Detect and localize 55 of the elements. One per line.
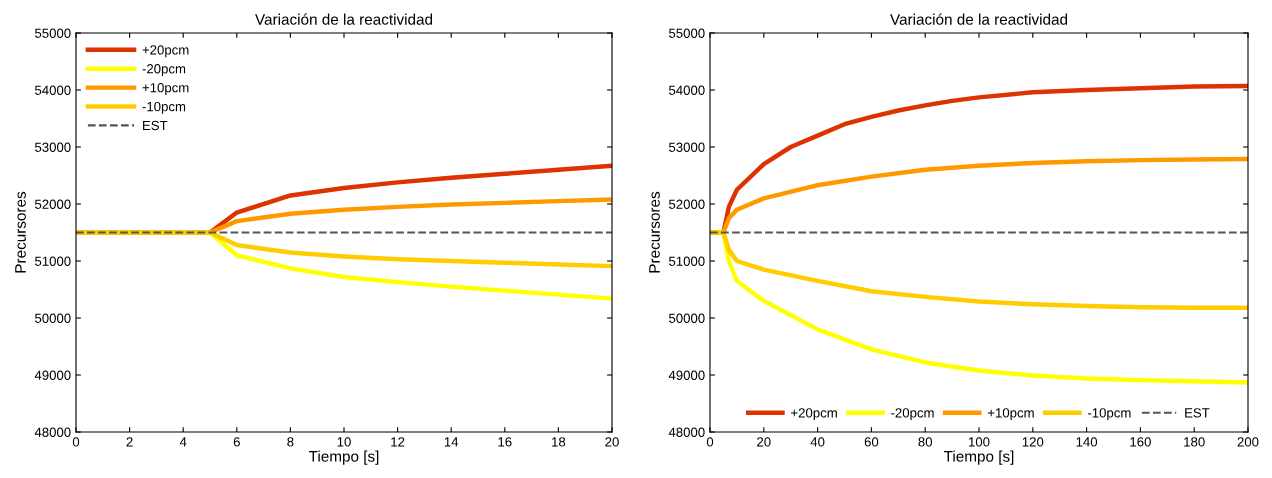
x-tick-label: 140 <box>1076 437 1098 447</box>
x-axis-title: Tiempo [s] <box>943 450 1014 465</box>
x-tick-label: 80 <box>918 437 933 447</box>
x-tick-label: 12 <box>391 437 405 447</box>
y-axis-title: Precursores <box>15 191 26 273</box>
x-tick-label: 6 <box>233 437 240 447</box>
legend-label: EST <box>143 120 168 131</box>
x-axis-title: Tiempo [s] <box>308 450 379 465</box>
legend-label: EST <box>1185 408 1210 418</box>
x-tick-label: 10 <box>337 437 351 447</box>
x-tick-label: 4 <box>179 437 187 447</box>
x-tick-label: 20 <box>605 437 619 447</box>
legend-label: -10pcm <box>1087 408 1131 421</box>
legend-label: -20pcm <box>142 64 186 77</box>
legend-label: +10pcm <box>987 408 1034 421</box>
y-axis-title: Precursores <box>649 191 660 273</box>
x-tick-label: 14 <box>444 437 459 447</box>
y-tick-label: 55000 <box>668 28 705 38</box>
chart-title: Variación de la reactividad <box>255 13 433 25</box>
y-tick-label: 53000 <box>34 142 71 152</box>
x-tick-label: 0 <box>706 437 714 447</box>
y-tick-label: 55000 <box>34 28 71 38</box>
y-tick-label: 51000 <box>668 256 705 266</box>
y-tick-label: 52000 <box>34 199 71 209</box>
y-tick-label: 50000 <box>668 313 705 323</box>
y-tick-label: 51000 <box>34 256 71 266</box>
y-tick-label: 53000 <box>668 142 705 152</box>
x-tick-label: 0 <box>72 437 80 447</box>
legend-label: -10pcm <box>142 101 186 114</box>
legend-label: -20pcm <box>891 408 934 421</box>
y-tick-label: 54000 <box>668 85 705 95</box>
x-tick-label: 20 <box>757 437 771 447</box>
x-tick-label: 160 <box>1130 437 1151 447</box>
chart-title: Variación de la reactividad <box>890 13 1068 25</box>
legend-label: +20pcm <box>142 45 189 58</box>
y-tick-label: 50000 <box>34 313 71 323</box>
x-tick-label: 120 <box>1022 437 1044 447</box>
legend-label: +20pcm <box>791 408 837 421</box>
y-tick-label: 49000 <box>668 370 705 380</box>
x-tick-label: 200 <box>1237 437 1259 447</box>
x-tick-label: 8 <box>287 437 294 447</box>
x-tick-label: 2 <box>126 437 133 447</box>
x-tick-label: 180 <box>1184 437 1205 447</box>
x-tick-label: 60 <box>864 437 879 447</box>
x-tick-label: 16 <box>498 437 512 447</box>
y-tick-label: 52000 <box>668 199 705 209</box>
y-tick-label: 48000 <box>34 427 71 437</box>
line-series <box>710 230 1248 310</box>
y-tick-label: 48000 <box>668 427 705 437</box>
x-tick-label: 40 <box>810 437 825 447</box>
legend-label: +10pcm <box>142 83 189 95</box>
y-tick-label: 49000 <box>34 370 71 380</box>
x-tick-label: 18 <box>552 437 566 447</box>
y-tick-label: 54000 <box>34 85 71 95</box>
x-tick-label: 100 <box>969 437 990 447</box>
